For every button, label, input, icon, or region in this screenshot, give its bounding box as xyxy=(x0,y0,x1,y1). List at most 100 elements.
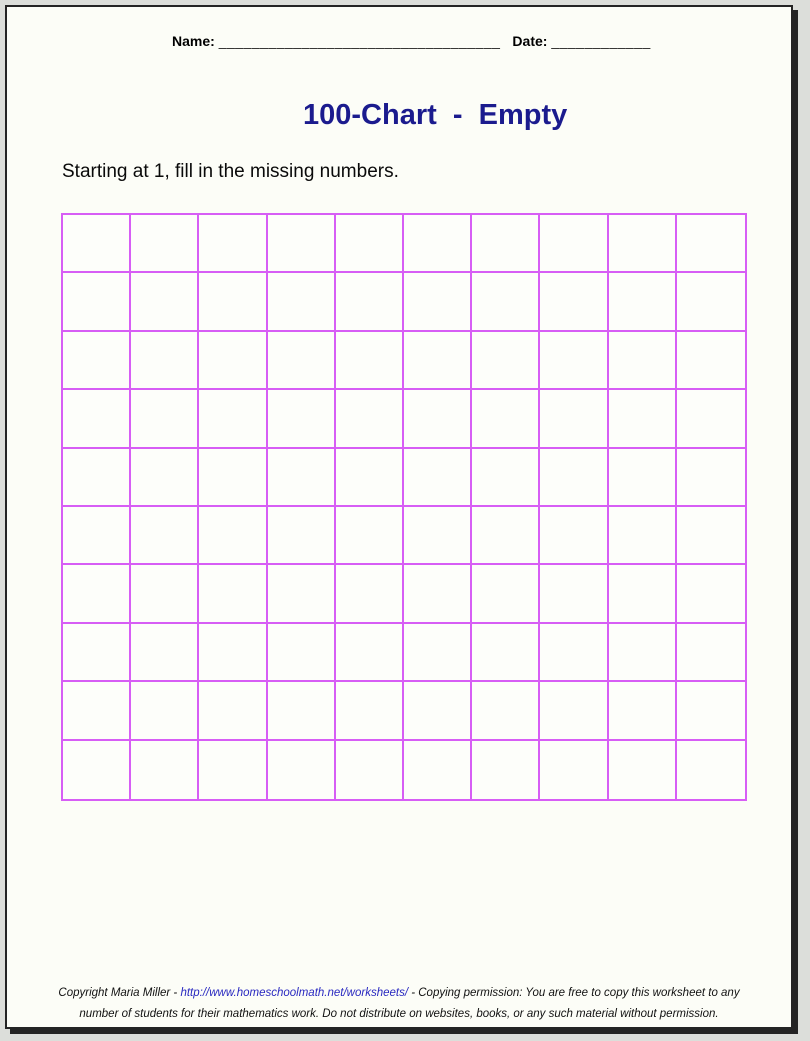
grid-cell xyxy=(131,623,200,683)
grid-cell xyxy=(472,740,541,799)
copyright-line1: Copyright Maria Miller - http://www.home… xyxy=(7,983,791,1004)
grid-cell xyxy=(403,331,473,391)
grid-cell xyxy=(63,331,132,391)
grid-cell xyxy=(540,390,609,449)
grid-cell xyxy=(335,507,404,566)
grid-cell xyxy=(335,273,404,332)
grid-cell xyxy=(267,215,336,274)
copying-permission-text: - Copying permission: You are free to co… xyxy=(408,987,740,999)
grid-cell xyxy=(335,390,404,449)
grid-cell xyxy=(267,682,336,741)
grid-cell xyxy=(472,273,541,332)
grid-cell xyxy=(677,741,745,799)
grid-cell xyxy=(199,623,268,683)
instruction-text: Starting at 1, fill in the missing numbe… xyxy=(62,161,399,182)
grid-cell xyxy=(540,448,609,507)
homeschoolmath-link[interactable]: http://www.homeschoolmath.net/worksheets… xyxy=(180,987,409,999)
grid-cell xyxy=(540,215,609,274)
grid-cell xyxy=(267,331,336,391)
grid-cell xyxy=(608,331,677,391)
grid-cell xyxy=(472,682,541,741)
grid-cell xyxy=(608,390,677,449)
name-blank-line: __________________________________ xyxy=(218,33,501,49)
grid-cell xyxy=(131,331,200,391)
copyright-line2: number of students for their mathematics… xyxy=(79,1008,719,1020)
grid-cell xyxy=(472,390,541,449)
copyright-prefix: Copyright Maria Miller - xyxy=(58,987,181,999)
grid-cell xyxy=(403,623,473,683)
grid-cell xyxy=(268,740,336,799)
grid-cell xyxy=(199,273,268,332)
grid-cell xyxy=(540,682,609,741)
grid-cell xyxy=(403,682,473,741)
grid-cell xyxy=(267,273,336,332)
grid-cell xyxy=(131,507,200,566)
grid-cell xyxy=(63,740,132,799)
grid-cell xyxy=(403,565,473,624)
grid-cell xyxy=(609,740,677,799)
grid-cell xyxy=(540,623,609,683)
page-title: 100-Chart - Empty xyxy=(303,99,568,131)
date-label: Date: xyxy=(512,33,548,49)
grid-cell xyxy=(540,507,609,566)
header-row: Name: __________________________________… xyxy=(172,33,651,49)
grid-cell xyxy=(199,507,268,566)
grid-cell xyxy=(676,390,745,449)
grid-cell xyxy=(472,215,541,274)
grid-cell xyxy=(199,682,268,741)
grid-cell xyxy=(131,565,200,624)
grid-cell xyxy=(131,390,200,449)
grid-cell xyxy=(63,623,132,683)
grid-cell xyxy=(335,565,404,624)
grid-cell xyxy=(403,507,473,566)
grid-cell xyxy=(199,215,268,274)
grid-cell xyxy=(472,331,541,391)
grid-cell xyxy=(199,448,268,507)
grid-cell xyxy=(335,682,404,741)
grid-cell xyxy=(267,507,336,566)
grid-cell xyxy=(608,507,677,566)
grid-cell xyxy=(676,624,745,683)
grid-cell xyxy=(199,565,268,624)
grid-cell xyxy=(63,448,132,507)
grid-cell xyxy=(676,682,745,741)
grid-cell xyxy=(608,448,677,507)
grid-cell xyxy=(63,507,132,566)
grid-cell xyxy=(540,331,609,391)
grid-cell xyxy=(131,448,200,507)
grid-cell xyxy=(63,390,132,449)
grid-cell xyxy=(403,273,473,332)
grid-cell xyxy=(63,682,132,741)
grid-cell xyxy=(540,740,609,799)
grid-cell xyxy=(131,740,200,799)
grid-cell xyxy=(403,390,473,449)
grid-cell xyxy=(472,623,541,683)
worksheet-page: Name: __________________________________… xyxy=(5,5,793,1029)
grid-cell xyxy=(608,682,677,741)
grid-cell xyxy=(676,507,745,566)
grid-cell xyxy=(63,565,132,624)
name-label: Name: xyxy=(172,33,215,49)
grid-cell xyxy=(267,565,336,624)
grid-cell xyxy=(199,740,268,799)
grid-cell xyxy=(335,623,404,683)
grid-cell xyxy=(199,390,268,449)
grid-cell xyxy=(608,565,677,624)
grid-cell xyxy=(63,215,132,274)
grid-cell xyxy=(676,449,745,507)
grid-cell xyxy=(131,273,200,332)
grid-cell xyxy=(63,273,132,332)
grid-cell xyxy=(472,448,541,507)
grid-cell xyxy=(608,215,677,274)
grid-cell xyxy=(335,448,404,507)
grid-cell xyxy=(335,331,404,391)
grid-cell xyxy=(131,682,200,741)
grid-cell xyxy=(336,740,404,799)
grid-cell xyxy=(676,565,745,624)
grid-cell xyxy=(403,215,473,274)
grid-cell xyxy=(540,273,609,332)
hundred-chart-grid xyxy=(61,213,747,801)
grid-cell xyxy=(676,273,745,332)
grid-cell xyxy=(267,390,336,449)
grid-cell xyxy=(676,332,745,391)
